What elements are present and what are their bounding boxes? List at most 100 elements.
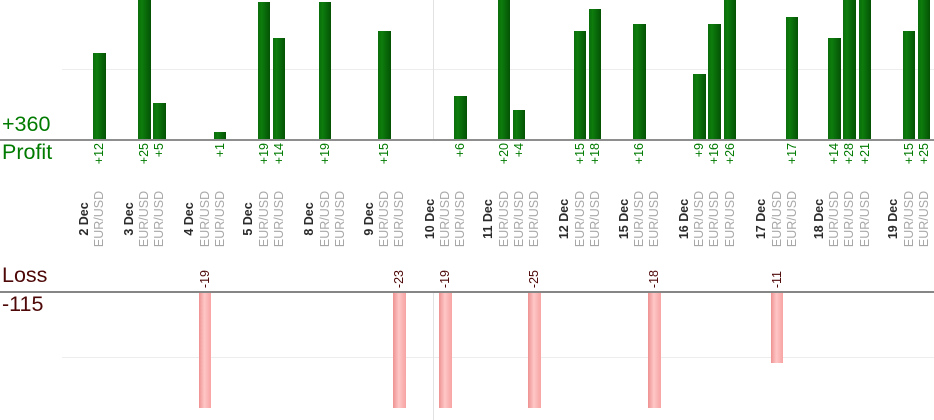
profit-bar bbox=[257, 2, 270, 139]
profit-total-label: +360 bbox=[2, 112, 51, 136]
instrument-label: EUR/USD bbox=[271, 190, 286, 248]
loss-total-label: -115 bbox=[2, 292, 44, 316]
instrument-label: EUR/USD bbox=[632, 190, 646, 248]
profit-bar bbox=[153, 103, 166, 139]
instrument-label: EUR/USD bbox=[901, 190, 916, 248]
instrument-label: EUR/USD bbox=[784, 190, 799, 248]
loss-value-label: -25 bbox=[527, 270, 542, 289]
date-label: 15 Dec bbox=[616, 198, 631, 240]
date-label: 17 Dec bbox=[754, 198, 769, 240]
instrument-label: EUR/USD bbox=[317, 190, 332, 248]
loss-bar bbox=[439, 293, 452, 408]
instrument-label: EUR/USD bbox=[453, 190, 468, 248]
profit-bar bbox=[633, 23, 646, 139]
profit-value-label: +14 bbox=[827, 143, 841, 165]
profit-value-label: +14 bbox=[271, 143, 286, 165]
profit-value-label: +25 bbox=[137, 143, 151, 165]
profit-bar bbox=[708, 23, 721, 139]
profit-value-label: +20 bbox=[496, 143, 511, 165]
instrument-label: EUR/USD bbox=[587, 190, 602, 248]
profit-bar bbox=[93, 52, 106, 139]
date-label: 16 Dec bbox=[676, 198, 691, 240]
instrument-label: EUR/USD bbox=[827, 190, 841, 248]
loss-bar bbox=[528, 293, 541, 408]
profit-axis-label: Profit bbox=[2, 140, 53, 164]
date-label: 4 Dec bbox=[182, 202, 197, 236]
instrument-label: EUR/USD bbox=[137, 190, 151, 248]
profit-bar bbox=[723, 0, 737, 139]
profit-bar bbox=[843, 0, 856, 139]
profit-value-label: +12 bbox=[92, 143, 106, 165]
profit-value-label: +6 bbox=[453, 143, 468, 158]
date-label: 18 Dec bbox=[811, 198, 826, 240]
profit-bar bbox=[573, 31, 586, 139]
profit-value-label: +21 bbox=[857, 143, 872, 165]
instrument-label: EUR/USD bbox=[438, 190, 452, 248]
profit-bar bbox=[272, 38, 286, 139]
profit-bar bbox=[454, 95, 467, 139]
instrument-label: EUR/USD bbox=[332, 190, 347, 248]
profit-value-label: +16 bbox=[632, 143, 646, 165]
profit-bar bbox=[917, 0, 931, 139]
profit-value-label: +15 bbox=[377, 143, 391, 165]
loss-axis-line bbox=[0, 291, 934, 293]
loss-gridline bbox=[62, 356, 934, 358]
instrument-label: EUR/USD bbox=[722, 190, 737, 248]
profit-bar bbox=[497, 0, 510, 139]
profit-value-label: +25 bbox=[916, 143, 931, 165]
loss-vertical-gridline bbox=[432, 293, 434, 420]
instrument-label: EUR/USD bbox=[511, 190, 526, 248]
instrument-label: EUR/USD bbox=[842, 190, 857, 248]
profit-bar bbox=[588, 9, 602, 139]
instrument-label: EUR/USD bbox=[916, 190, 931, 248]
instrument-label: EUR/USD bbox=[572, 190, 587, 248]
date-label: 10 Dec bbox=[422, 198, 437, 240]
profit-bar bbox=[213, 131, 227, 139]
profit-value-label: +15 bbox=[572, 143, 587, 165]
loss-axis-label: Loss bbox=[2, 263, 48, 287]
date-label: 8 Dec bbox=[302, 202, 317, 236]
profit-bar bbox=[318, 2, 331, 139]
profit-value-label: +19 bbox=[317, 143, 332, 165]
instrument-label: EUR/USD bbox=[692, 190, 706, 248]
instrument-label: EUR/USD bbox=[197, 190, 212, 248]
profit-bar bbox=[902, 31, 915, 139]
profit-value-label: +16 bbox=[707, 143, 722, 165]
loss-bar bbox=[770, 293, 783, 364]
loss-bar bbox=[648, 293, 661, 408]
instrument-label: EUR/USD bbox=[707, 190, 722, 248]
profit-value-label: +18 bbox=[587, 143, 602, 165]
loss-value-label: -11 bbox=[769, 271, 784, 289]
instrument-label: EUR/USD bbox=[769, 190, 784, 248]
instrument-label: EUR/USD bbox=[857, 190, 872, 248]
date-label: 3 Dec bbox=[121, 202, 136, 236]
profit-value-label: +28 bbox=[842, 143, 857, 165]
profit-value-label: +9 bbox=[692, 143, 706, 158]
profit-bar bbox=[858, 0, 872, 139]
profit-value-label: +19 bbox=[256, 143, 271, 165]
instrument-label: EUR/USD bbox=[377, 190, 391, 248]
instrument-label: EUR/USD bbox=[92, 190, 106, 248]
profit-value-label: +1 bbox=[212, 143, 227, 158]
date-label: 9 Dec bbox=[361, 202, 376, 236]
profit-value-label: +17 bbox=[784, 143, 799, 165]
instrument-label: EUR/USD bbox=[212, 190, 227, 248]
profit-value-label: +15 bbox=[901, 143, 916, 165]
profit-axis-line bbox=[0, 139, 934, 141]
profit-value-label: +4 bbox=[511, 143, 526, 158]
instrument-label: EUR/USD bbox=[496, 190, 511, 248]
profit-bar bbox=[785, 16, 799, 139]
profit-bar bbox=[512, 110, 526, 139]
loss-bar bbox=[393, 293, 406, 408]
instrument-label: EUR/USD bbox=[152, 190, 167, 248]
loss-bar bbox=[198, 293, 211, 408]
loss-value-label: -19 bbox=[438, 270, 452, 289]
profit-value-label: +26 bbox=[722, 143, 737, 165]
profit-vertical-gridline bbox=[432, 0, 434, 139]
profit-bar bbox=[693, 74, 706, 139]
instrument-label: EUR/USD bbox=[527, 190, 542, 248]
profit-value-label: +5 bbox=[152, 143, 167, 158]
instrument-label: EUR/USD bbox=[256, 190, 271, 248]
profit-bar bbox=[828, 38, 841, 139]
